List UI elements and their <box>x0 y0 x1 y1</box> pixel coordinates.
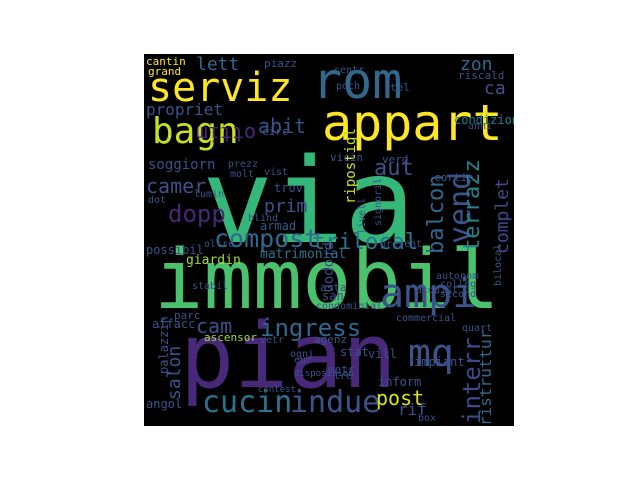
word: pian <box>180 304 397 409</box>
word: matrimonial <box>260 247 347 262</box>
word: affacc <box>152 317 196 331</box>
word: dopp <box>168 200 226 228</box>
word: blind <box>248 213 279 224</box>
word: rom <box>312 54 403 110</box>
word: zon <box>460 54 493 75</box>
word: vicin <box>330 151 364 164</box>
word: propriet <box>146 100 224 119</box>
word: quart <box>462 323 493 334</box>
word: asta <box>320 281 347 294</box>
word: serviz <box>148 65 293 111</box>
word: condizion <box>454 113 514 127</box>
word: poch <box>336 81 361 92</box>
word: tre <box>334 371 353 382</box>
word: box <box>418 413 437 424</box>
word: bagn <box>152 111 239 152</box>
word: stat <box>340 345 369 359</box>
word: giardin <box>186 253 241 268</box>
word: cucin <box>202 385 293 420</box>
word: ca <box>484 78 506 99</box>
word: complet <box>492 178 513 254</box>
word: eur <box>294 355 313 366</box>
word: inform <box>378 375 422 389</box>
word: commercial <box>396 313 457 324</box>
word: circ <box>262 125 289 138</box>
word: post <box>376 386 425 410</box>
word: tel <box>390 81 410 94</box>
word: bilocal <box>493 243 504 286</box>
word: aut <box>374 156 414 181</box>
word: prim <box>264 196 308 217</box>
word: soggiorn <box>148 157 216 173</box>
word: vist <box>264 167 289 178</box>
word: trilocal <box>312 230 418 255</box>
word: second <box>440 289 477 300</box>
word: piazz <box>264 57 298 70</box>
word: vetr <box>260 335 285 346</box>
word: livell <box>357 197 368 234</box>
word: vill <box>368 347 397 361</box>
word: autonom <box>436 271 479 282</box>
word: ripostigl <box>343 128 359 204</box>
word: contest <box>258 385 296 395</box>
word: grand <box>148 65 182 78</box>
word: palazzin <box>157 316 171 374</box>
word: ampi <box>380 271 477 317</box>
word: verd <box>382 153 409 166</box>
word: angol <box>146 397 183 411</box>
word: lett <box>196 54 240 75</box>
word: cantin <box>146 55 186 68</box>
word: balcon <box>424 174 449 254</box>
word: trov <box>274 181 303 195</box>
word: present <box>380 239 423 250</box>
word: oltre <box>204 239 235 250</box>
word: molt <box>230 169 255 180</box>
word: san <box>322 289 344 303</box>
word: camer <box>146 174 207 198</box>
word: ogni <box>290 349 315 360</box>
word: disposizion <box>294 369 354 379</box>
word: ottim <box>195 122 256 146</box>
word-cloud: via immobil pian rom appart serviz bagn … <box>144 54 514 426</box>
word: colleg <box>440 279 477 290</box>
word: dot <box>148 195 167 206</box>
word: centr <box>334 65 365 76</box>
word: abit <box>258 114 307 138</box>
word: parc <box>174 309 201 322</box>
word: acquist <box>416 285 459 296</box>
word: ingress <box>260 314 362 342</box>
word: compost <box>214 224 320 253</box>
word: immobil <box>154 233 500 328</box>
word: cam <box>196 314 233 338</box>
word: prezz <box>228 159 259 170</box>
word: metr <box>328 363 355 376</box>
word: condominial <box>316 301 383 312</box>
word: impiant <box>414 355 465 369</box>
word: ristruttur <box>476 329 495 426</box>
word: ascensor <box>204 331 257 344</box>
word: indue <box>290 385 381 420</box>
word: appart <box>322 94 503 152</box>
word: signoril <box>373 177 384 226</box>
word: rif <box>398 400 427 419</box>
word: mq <box>408 331 454 375</box>
word: anni <box>468 121 493 132</box>
word: riscald <box>458 69 505 82</box>
word: stabil <box>192 281 229 292</box>
word: agenz <box>314 333 348 346</box>
word: lumin <box>194 189 225 200</box>
word: cortin <box>434 171 474 184</box>
word: via <box>202 132 416 270</box>
word: armad <box>260 219 297 233</box>
word: possibil <box>146 243 204 257</box>
